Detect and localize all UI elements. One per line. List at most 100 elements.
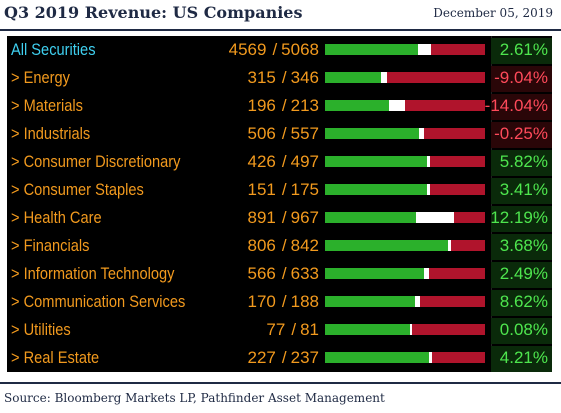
beat-segment — [325, 296, 415, 307]
reported-count: 806 /842 — [219, 236, 319, 256]
total-value: 237 — [290, 348, 319, 367]
miss-segment — [430, 184, 485, 195]
table-row[interactable]: > Communication Services 170 /188 8.62% — [7, 290, 552, 316]
table-row[interactable]: > Consumer Discretionary 426 /497 5.82% — [7, 150, 552, 176]
beat-segment — [325, 72, 381, 83]
table-row[interactable]: > Utilities 77 /81 0.08% — [7, 318, 552, 344]
surprise-percent: 5.82% — [499, 152, 548, 171]
inline-segment — [418, 44, 431, 55]
inline-segment — [381, 72, 387, 83]
surprise-bar — [325, 240, 485, 251]
report-date: December 05, 2019 — [433, 6, 553, 20]
reported-count: 196 /213 — [219, 96, 319, 116]
miss-segment — [451, 240, 485, 251]
table-row[interactable]: > Consumer Staples 151 /175 3.41% — [7, 178, 552, 204]
table-row[interactable]: > Industrials 506 /557 -0.25% — [7, 122, 552, 148]
source-note: Source: Bloomberg Markets LP, Pathfinder… — [4, 391, 385, 405]
miss-segment — [429, 268, 485, 279]
sector-name: > Health Care — [11, 208, 102, 227]
sector-name: > Consumer Discretionary — [11, 152, 181, 171]
miss-segment — [454, 212, 485, 223]
count-separator: / — [281, 124, 287, 143]
surprise-percent-cell: 0.08% — [491, 318, 552, 344]
surprise-percent-cell: 5.82% — [491, 150, 552, 176]
reported-value: 170 — [247, 292, 276, 311]
total-value: 188 — [290, 292, 319, 311]
miss-segment — [405, 100, 485, 111]
inline-segment — [427, 156, 430, 167]
beat-segment — [325, 44, 418, 55]
reported-value: 77 — [266, 320, 286, 339]
count-separator: / — [281, 264, 287, 283]
miss-segment — [420, 296, 485, 307]
surprise-bar — [325, 156, 485, 167]
surprise-percent: 12.19% — [490, 208, 548, 227]
surprise-bar — [325, 44, 485, 55]
miss-segment — [430, 156, 485, 167]
header: Q3 2019 Revenue: US Companies December 0… — [0, 0, 561, 32]
miss-segment — [431, 44, 485, 55]
surprise-percent: 3.68% — [499, 236, 548, 255]
reported-count: 4569 /5068 — [219, 40, 319, 60]
reported-value: 891 — [247, 208, 276, 227]
total-value: 5068 — [281, 40, 319, 59]
inline-segment — [429, 352, 432, 363]
count-separator: / — [281, 180, 287, 199]
miss-segment — [424, 128, 485, 139]
surprise-percent-cell: 8.62% — [491, 290, 552, 316]
table-row[interactable]: > Real Estate 227 /237 4.21% — [7, 346, 552, 372]
percent-column-divider — [491, 36, 492, 372]
total-value: 633 — [290, 264, 319, 283]
table-row[interactable]: > Health Care 891 /967 12.19% — [7, 206, 552, 232]
inline-segment — [448, 240, 451, 251]
reported-count: 315 /346 — [219, 68, 319, 88]
table-row[interactable]: > Financials 806 /842 3.68% — [7, 234, 552, 260]
beat-segment — [325, 184, 427, 195]
total-value: 557 — [290, 124, 319, 143]
count-separator: / — [281, 68, 287, 87]
surprise-percent: -9.04% — [494, 68, 548, 87]
surprise-bar — [325, 212, 485, 223]
count-separator: / — [281, 96, 287, 115]
reported-count: 151 /175 — [219, 180, 319, 200]
reported-count: 506 /557 — [219, 124, 319, 144]
total-value: 81 — [300, 320, 319, 339]
table-row[interactable]: > Materials 196 /213 -14.04% — [7, 94, 552, 120]
count-separator: / — [291, 320, 297, 339]
total-value: 346 — [290, 68, 319, 87]
sector-name: > Communication Services — [11, 292, 186, 311]
count-separator: / — [281, 348, 287, 367]
miss-segment — [412, 324, 485, 335]
surprise-percent: -0.25% — [494, 124, 548, 143]
beat-segment — [325, 352, 429, 363]
total-value: 497 — [290, 152, 319, 171]
bottom-divider — [0, 382, 561, 384]
sector-name: > Consumer Staples — [11, 180, 144, 199]
sector-name: > Industrials — [11, 124, 91, 143]
table-row[interactable]: > Energy 315 /346 -9.04% — [7, 66, 552, 92]
surprise-bar — [325, 128, 485, 139]
sector-table-panel: All Securities 4569/5068 2.61% > Energy 315/… — [7, 36, 552, 372]
surprise-percent: -14.04% — [484, 96, 548, 115]
beat-segment — [325, 268, 424, 279]
miss-segment — [432, 352, 485, 363]
reported-value: 426 — [247, 152, 276, 171]
table-row[interactable]: > Information Technology 566 /633 2.49% — [7, 262, 552, 288]
inline-segment — [424, 268, 429, 279]
surprise-percent: 2.49% — [499, 264, 548, 283]
surprise-percent: 3.41% — [499, 180, 548, 199]
surprise-percent-cell: 3.68% — [491, 234, 552, 260]
reported-value: 806 — [247, 236, 276, 255]
top-divider — [0, 29, 561, 31]
sector-name: > Energy — [11, 68, 70, 87]
beat-segment — [325, 128, 419, 139]
surprise-percent-cell: 12.19% — [490, 206, 552, 232]
surprise-percent: 0.08% — [499, 320, 548, 339]
inline-segment — [427, 184, 430, 195]
beat-segment — [325, 324, 410, 335]
chart-title: Q3 2019 Revenue: US Companies — [4, 3, 303, 22]
reported-value: 566 — [247, 264, 276, 283]
reported-count: 77 /81 — [219, 320, 319, 340]
surprise-percent-cell: 2.61% — [491, 38, 552, 64]
total-value: 175 — [290, 180, 319, 199]
